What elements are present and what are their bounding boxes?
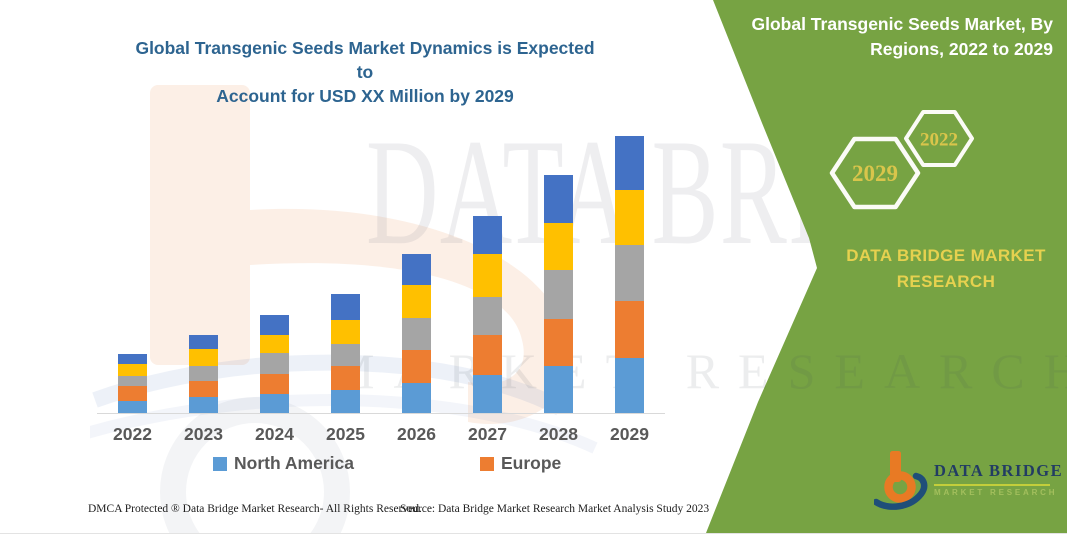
bar-stack: [473, 216, 502, 413]
x-axis-label-2027: 2027: [468, 424, 507, 444]
databridge-logo-icon: [874, 451, 928, 510]
bar-column-2022: [97, 130, 168, 413]
legend-item-europe: Europe: [480, 453, 561, 474]
bar-segment-europe: [402, 350, 431, 383]
bar-column-2027: [452, 130, 523, 413]
bar-segment-unlabeled-gray: [544, 270, 573, 319]
chart-title-line1: Global Transgenic Seeds Market Dynamics …: [135, 38, 595, 83]
bar-segment-unlabeled-dark-blue: [402, 254, 431, 285]
chart-title-line2: Account for USD XX Million by 2029: [216, 86, 514, 107]
bar-segment-unlabeled-dark-blue: [473, 216, 502, 254]
company-logo: DATA BRIDGE MARKET RESEARCH: [874, 449, 1063, 513]
x-axis-label-2026: 2026: [397, 424, 436, 444]
legend-chip-europe: [480, 456, 494, 471]
hexagon-badges: 2029 2022: [829, 110, 974, 210]
bar-segment-north-america: [331, 390, 360, 413]
hexagon-2029-icon: [829, 136, 921, 210]
bar-segment-unlabeled-yellow: [260, 335, 289, 353]
bar-segment-unlabeled-dark-blue: [260, 315, 289, 335]
bar-column-2028: [523, 130, 594, 413]
bar-column-2025: [310, 130, 381, 413]
bar-segment-unlabeled-gray: [615, 245, 644, 301]
bar-segment-europe: [118, 386, 147, 401]
legend-label-europe: Europe: [501, 453, 562, 473]
bar-segment-unlabeled-gray: [189, 366, 218, 381]
bar-segment-unlabeled-gray: [473, 297, 502, 335]
bar-stack: [402, 254, 431, 413]
bar-segment-unlabeled-yellow: [402, 285, 431, 318]
chart-title: Global Transgenic Seeds Market Dynamics …: [125, 36, 605, 108]
bar-segment-north-america: [189, 397, 218, 413]
bar-segment-europe: [331, 366, 360, 390]
bar-segment-north-america: [402, 383, 431, 413]
bar-stack: [331, 294, 360, 413]
logo-text: DATA BRIDGE MARKET RESEARCH: [934, 461, 1063, 497]
bar-column-2029: [594, 130, 665, 413]
bar-segment-europe: [189, 381, 218, 397]
bar-stack: [189, 335, 218, 413]
logo-tagline: MARKET RESEARCH: [934, 488, 1058, 497]
bar-column-2024: [239, 130, 310, 413]
legend-item-north-america: North America: [213, 453, 354, 474]
hexagon-year-2029: 2029: [852, 161, 898, 186]
bar-stack: [544, 175, 573, 413]
x-axis-label-2024: 2024: [255, 424, 294, 444]
bar-segment-unlabeled-dark-blue: [189, 335, 218, 349]
bar-segment-europe: [615, 301, 644, 358]
bar-segment-unlabeled-yellow: [544, 223, 573, 270]
bar-plot: [97, 130, 665, 413]
bar-segment-unlabeled-dark-blue: [331, 294, 360, 320]
brand-caption: DATA BRIDGE MARKET RESEARCH: [846, 246, 1046, 291]
x-axis-label-2029: 2029: [610, 424, 649, 444]
bar-segment-europe: [473, 335, 502, 375]
x-axis-labels: 2022 2023 2024 2025 2026 2027 2028 2029: [97, 424, 665, 445]
bar-segment-unlabeled-dark-blue: [615, 136, 644, 190]
bar-segment-unlabeled-yellow: [118, 364, 147, 376]
hexagon-2022-icon: [904, 110, 974, 167]
bar-segment-north-america: [260, 394, 289, 413]
bar-segment-unlabeled-yellow: [473, 254, 502, 297]
bar-column-2026: [381, 130, 452, 413]
bar-segment-unlabeled-dark-blue: [118, 354, 147, 364]
bar-column-2023: [168, 130, 239, 413]
x-axis-line: [97, 413, 665, 414]
bar-segment-unlabeled-dark-blue: [544, 175, 573, 223]
bar-segment-europe: [544, 319, 573, 366]
bar-stack: [118, 354, 147, 413]
x-axis-label-2023: 2023: [184, 424, 223, 444]
footer-dmca: DMCA Protected ® Data Bridge Market Rese…: [88, 503, 422, 515]
bar-segment-north-america: [544, 366, 573, 413]
x-axis-label-2025: 2025: [326, 424, 365, 444]
side-panel-heading: Global Transgenic Seeds Market, By Regio…: [751, 14, 1054, 60]
bar-segment-europe: [260, 374, 289, 394]
x-axis-label-2022: 2022: [113, 424, 152, 444]
footer-source: Source: Data Bridge Market Research Mark…: [400, 503, 710, 515]
bar-segment-unlabeled-gray: [260, 353, 289, 374]
bar-segment-unlabeled-yellow: [615, 190, 644, 245]
bar-segment-unlabeled-gray: [402, 318, 431, 350]
bar-segment-north-america: [118, 401, 147, 413]
hexagon-year-2022: 2022: [920, 130, 958, 151]
bar-segment-north-america: [615, 358, 644, 413]
bar-segment-unlabeled-yellow: [331, 320, 360, 344]
bar-stack: [260, 315, 289, 413]
x-axis-label-2028: 2028: [539, 424, 578, 444]
logo-name: DATA BRIDGE: [934, 461, 1064, 480]
logo-rule: [934, 484, 1050, 486]
bar-stack: [615, 136, 644, 413]
bar-segment-unlabeled-yellow: [189, 349, 218, 366]
bar-segment-north-america: [473, 375, 502, 413]
legend-label-north-america: North America: [234, 453, 354, 473]
bar-segment-unlabeled-gray: [331, 344, 360, 366]
legend-chip-north-america: [213, 456, 227, 471]
bar-segment-unlabeled-gray: [118, 376, 147, 386]
